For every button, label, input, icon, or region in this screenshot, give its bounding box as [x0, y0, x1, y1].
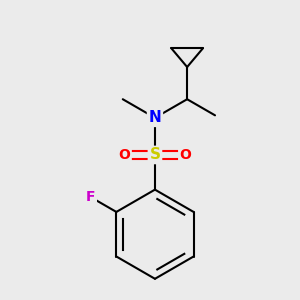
Text: O: O: [118, 148, 130, 162]
Text: N: N: [148, 110, 161, 125]
Text: F: F: [86, 190, 95, 204]
Text: S: S: [149, 148, 161, 163]
Text: O: O: [180, 148, 192, 162]
